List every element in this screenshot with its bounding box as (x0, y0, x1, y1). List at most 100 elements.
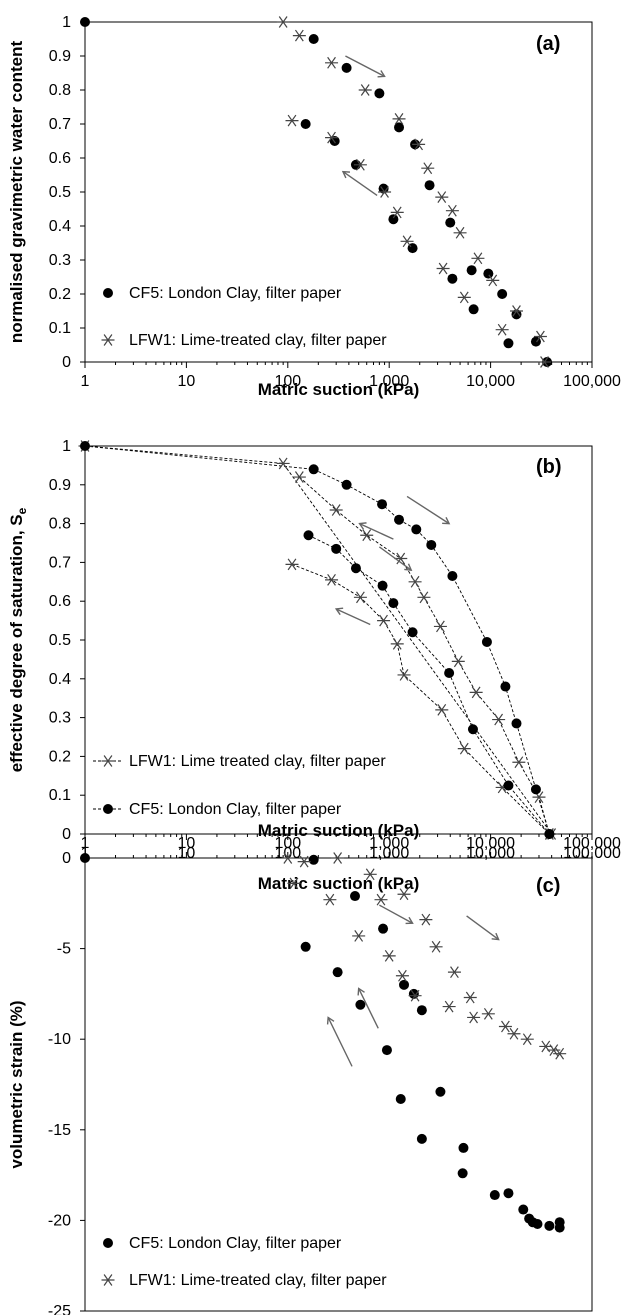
data-point-star (400, 235, 414, 248)
data-point-star (533, 330, 547, 343)
data-point-dot (554, 1222, 565, 1233)
data-point-star (463, 991, 477, 1004)
trend-arrowhead (341, 170, 351, 179)
data-point-star (325, 131, 339, 144)
data-point-dot (399, 979, 410, 990)
data-point-star (453, 226, 467, 239)
data-point-dot (394, 514, 405, 525)
data-point-star (390, 638, 404, 650)
data-point-dot (395, 1093, 406, 1104)
y-tick-label: 1 (62, 14, 71, 31)
data-point-star (325, 56, 339, 69)
trend-arrow (327, 1017, 353, 1067)
y-axis-label: effective degree of saturation, Se (7, 507, 29, 772)
data-point-star (467, 1011, 481, 1024)
legend-marker-dot (103, 288, 113, 298)
data-point-star (442, 1000, 456, 1013)
y-tick-label: 0.9 (49, 48, 71, 65)
data-point-dot (447, 273, 458, 284)
y-tick-label: 0.2 (49, 286, 71, 303)
y-tick-label: 0.8 (49, 516, 71, 533)
panel-letter: (a) (536, 33, 560, 55)
data-point-star (363, 868, 377, 881)
trend-arrow (342, 171, 378, 196)
trend-arrow (335, 608, 371, 626)
data-point-star (408, 575, 422, 588)
trend-arrow (359, 522, 394, 540)
y-axis-label: volumetric strain (%) (7, 1000, 26, 1168)
x-tick-label: 100,000 (563, 835, 621, 852)
data-point-star (435, 191, 449, 203)
data-point-star (509, 305, 523, 317)
chart-panel-c: 1 10 100 1,000 10,000 100,000 0 -5 -10 -15 -20 -25 M… (7, 821, 621, 1315)
y-axis-label-subscript: e (15, 507, 29, 514)
data-point-dot (530, 784, 541, 795)
x-tick-label: 100,000 (563, 373, 621, 390)
data-point-star (408, 989, 422, 1002)
legend-marker-dot (103, 1238, 113, 1248)
y-tick-label: 0.9 (49, 477, 71, 494)
legend-marker-star (101, 334, 115, 346)
x-tick-label: 1,000 (369, 835, 409, 852)
data-point-dot (467, 724, 478, 735)
data-point-dot (466, 265, 477, 276)
data-point-dot (424, 180, 435, 191)
trend-arrowhead (491, 932, 500, 941)
data-point-dot (468, 304, 479, 315)
trend-arrow (345, 55, 385, 78)
legend-marker-star (101, 755, 115, 767)
data-point-dot (518, 1204, 529, 1215)
data-point-dot (374, 88, 385, 99)
y-axis-label-main: normalised gravimetric water content (7, 41, 26, 344)
y-tick-label: 0 (62, 826, 71, 843)
trend-arrowhead (377, 70, 386, 78)
trend-arrowhead (334, 607, 344, 616)
data-point-dot (447, 570, 458, 581)
data-point-dot (341, 62, 352, 73)
data-point-star (281, 852, 295, 864)
data-point-star (323, 893, 337, 906)
x-tick-label: 10,000 (466, 373, 515, 390)
y-tick-label: 0.7 (49, 116, 71, 133)
y-tick-label: 0.3 (49, 252, 71, 269)
panel-letter: (b) (536, 456, 562, 478)
legend-marker-dot (103, 804, 113, 814)
data-point-star (417, 591, 431, 604)
legend-label: CF5: London Clay, filter paper (129, 801, 342, 818)
data-point-star (492, 713, 506, 726)
data-point-star (377, 614, 391, 627)
data-point-dot (445, 217, 456, 228)
data-point-star (353, 591, 367, 604)
y-tick-label: -20 (48, 1212, 71, 1229)
y-axis-label-main: volumetric strain (%) (7, 1000, 26, 1168)
data-point-dot (378, 183, 389, 194)
data-point-dot (80, 17, 90, 27)
legend-label: LFW1: Lime-treated clay, filter paper (129, 1272, 387, 1289)
data-point-star (445, 204, 459, 217)
data-point-dot (381, 1045, 392, 1056)
data-point-dot (332, 967, 343, 978)
data-point-star (374, 893, 388, 906)
legend-label: LFW1: Lime-treated clay, filter paper (129, 332, 387, 349)
data-point-dot (308, 464, 319, 475)
legend-label: CF5: London Clay, filter paper (129, 1235, 342, 1252)
data-point-star (325, 573, 339, 586)
y-axis-label-main: effective degree of saturation, S (7, 514, 26, 772)
chart-panel-b: 1101001,00010,000100,00000.10.20.30.40.5… (7, 438, 621, 893)
data-point-star (382, 949, 396, 962)
data-point-star (392, 113, 406, 125)
data-point-star (457, 742, 471, 755)
x-tick-label: 1,000 (369, 373, 409, 390)
data-point-dot (80, 441, 90, 451)
data-point-dot (544, 1220, 555, 1231)
y-tick-label: -5 (57, 941, 71, 958)
x-axis-label: Matric suction (kPa) (258, 380, 420, 399)
data-point-dot (377, 499, 388, 510)
trend-arrow (358, 988, 379, 1029)
data-point-star (471, 252, 485, 265)
trend-arrow (378, 546, 412, 571)
data-point-star (447, 966, 461, 979)
trend-arrowhead (404, 563, 413, 571)
data-point-star (360, 529, 374, 542)
y-tick-label: 0.5 (49, 632, 71, 649)
